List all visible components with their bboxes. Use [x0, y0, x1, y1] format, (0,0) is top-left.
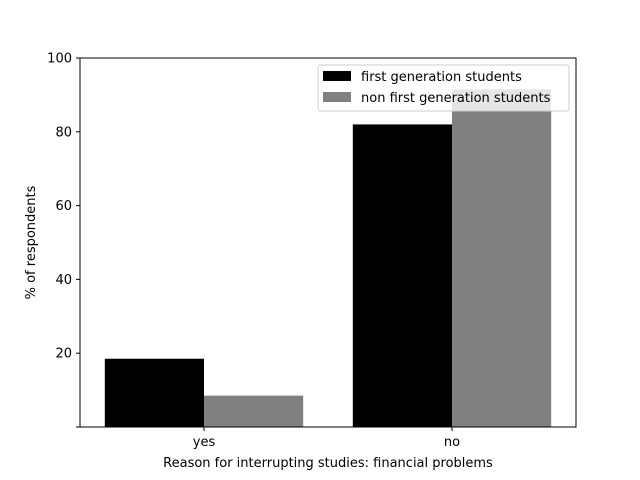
x-tick-label-no: no	[444, 435, 460, 450]
bar-non-first-generation-yes	[204, 395, 304, 427]
x-axis-label: Reason for interrupting studies: financi…	[163, 456, 493, 471]
bar-non-first-generation-no	[452, 89, 552, 428]
axes-layer	[79, 57, 577, 428]
bar-first-generation-no	[352, 124, 452, 428]
y-tick-label: 40	[55, 273, 72, 288]
legend-label-first-generation: first generation students	[361, 70, 522, 85]
y-tick-label: 20	[55, 347, 72, 362]
x-ticks: yes no	[193, 427, 460, 450]
y-tick-label: 60	[55, 199, 72, 214]
legend-box	[317, 64, 570, 112]
legend: first generation students non first gene…	[317, 64, 570, 112]
legend-label-non-first-generation: non first generation students	[361, 91, 551, 106]
x-tick-label-yes: yes	[193, 435, 216, 450]
bars-layer	[104, 89, 552, 428]
plot-frame	[79, 57, 577, 428]
legend-swatch-first-generation	[323, 71, 351, 81]
bar-first-generation-yes	[104, 358, 204, 427]
y-tick-label: 100	[47, 52, 72, 67]
y-ticks: 20 40 60 80 100	[47, 52, 80, 428]
y-tick-label: 80	[55, 125, 72, 140]
y-axis-label: % of respondents	[24, 185, 39, 299]
legend-swatch-non-first-generation	[323, 92, 351, 102]
